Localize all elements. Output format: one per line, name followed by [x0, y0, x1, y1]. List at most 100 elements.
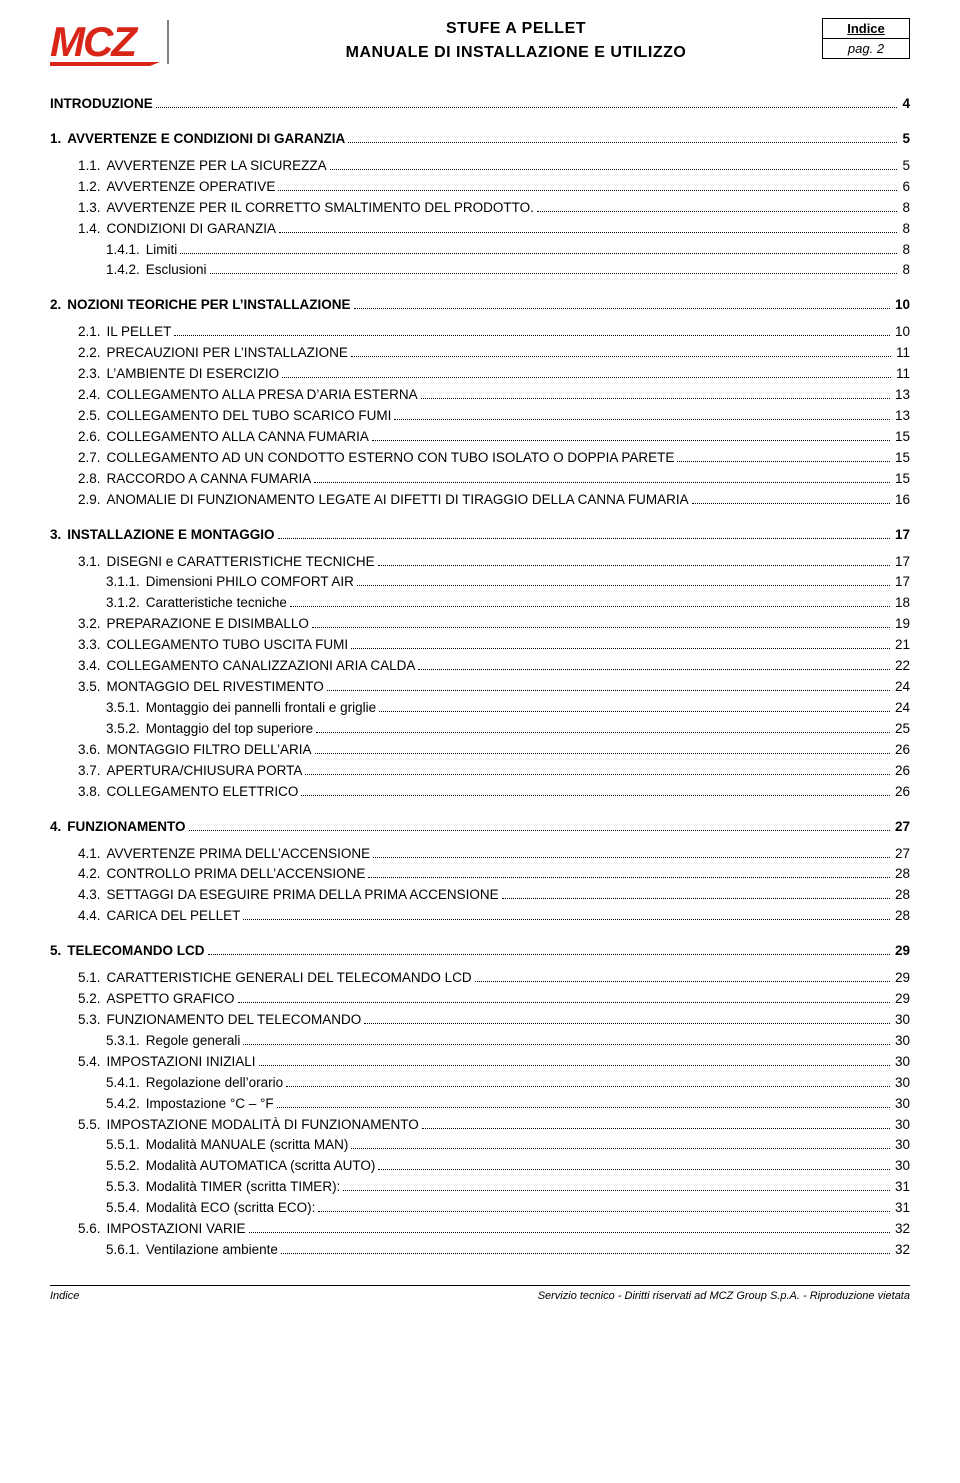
toc-entry: 4.3.SETTAGGI DA ESEGUIRE PRIMA DELLA PRI…: [78, 885, 910, 906]
toc-entry-title: INTRODUZIONE: [50, 94, 153, 115]
toc-entry-number: 3.7.: [78, 761, 107, 782]
toc-entry-title: COLLEGAMENTO DEL TUBO SCARICO FUMI: [107, 406, 392, 427]
doc-title-line2: MANUALE DI INSTALLAZIONE E UTILIZZO: [220, 44, 812, 62]
toc-entry-page: 24: [893, 698, 910, 719]
toc-entry-page: 26: [893, 761, 910, 782]
toc-entry: 4.2.CONTROLLO PRIMA DELL’ACCENSIONE28: [78, 864, 910, 885]
toc-entry: 5.2.ASPETTO GRAFICO29: [78, 989, 910, 1010]
header-box-label: Indice: [823, 19, 909, 39]
toc-entry-page: 32: [893, 1240, 910, 1261]
toc-entry-number: 1.4.1.: [106, 240, 146, 261]
toc-leader-dots: [316, 732, 890, 733]
toc-leader-dots: [373, 857, 890, 858]
toc-entry-number: 3.4.: [78, 656, 107, 677]
toc-entry-number: 1.4.2.: [106, 260, 146, 281]
toc-entry-page: 30: [893, 1135, 910, 1156]
toc-entry-title: NOZIONI TEORICHE PER L’INSTALLAZIONE: [67, 295, 350, 316]
toc-entry: 1.4.1.Limiti8: [106, 240, 910, 261]
toc-entry: 5.4.2.Impostazione °C – °F30: [106, 1094, 910, 1115]
toc-entry-number: 5.6.: [78, 1219, 107, 1240]
toc-leader-dots: [210, 273, 898, 274]
toc-leader-dots: [315, 753, 890, 754]
page-footer: Indice Servizio tecnico - Diritti riserv…: [50, 1285, 910, 1302]
toc-entry-page: 28: [893, 906, 910, 927]
toc-leader-dots: [156, 107, 898, 108]
toc-entry: 5.5.3.Modalità TIMER (scritta TIMER):31: [106, 1177, 910, 1198]
toc-entry-title: CONDIZIONI DI GARANZIA: [107, 219, 277, 240]
toc-entry: 3.6.MONTAGGIO FILTRO DELL’ARIA26: [78, 740, 910, 761]
footer-left: Indice: [50, 1290, 79, 1302]
toc-leader-dots: [301, 795, 890, 796]
toc-entry-number: 3.1.2.: [106, 593, 146, 614]
toc-entry-title: ASPETTO GRAFICO: [107, 989, 235, 1010]
toc-leader-dots: [290, 606, 890, 607]
toc-leader-dots: [677, 461, 890, 462]
toc-entry: 2.2.PRECAUZIONI PER L’INSTALLAZIONE11: [78, 343, 910, 364]
toc-entry-number: 2.3.: [78, 364, 107, 385]
toc-entry: 4.1.AVVERTENZE PRIMA DELL’ACCENSIONE27: [78, 844, 910, 865]
toc-entry-title: Regole generali: [146, 1031, 241, 1052]
toc-leader-dots: [327, 690, 890, 691]
toc-entry-title: Montaggio dei pannelli frontali e grigli…: [146, 698, 376, 719]
toc-leader-dots: [378, 565, 890, 566]
toc-entry-number: 3.5.1.: [106, 698, 146, 719]
toc-entry-page: 22: [893, 656, 910, 677]
toc-leader-dots: [259, 1065, 890, 1066]
toc-entry-number: 3.2.: [78, 614, 107, 635]
toc-leader-dots: [372, 440, 890, 441]
toc-leader-dots: [348, 142, 897, 143]
toc-entry-number: 3.5.2.: [106, 719, 146, 740]
toc-entry: 3.4.COLLEGAMENTO CANALIZZAZIONI ARIA CAL…: [78, 656, 910, 677]
toc-entry: 3.5.2.Montaggio del top superiore25: [106, 719, 910, 740]
toc-entry-number: 5.3.1.: [106, 1031, 146, 1052]
header-title-block: STUFE A PELLET MANUALE DI INSTALLAZIONE …: [220, 18, 812, 62]
toc-entry: 5.6.1.Ventilazione ambiente32: [106, 1240, 910, 1261]
toc-entry: 3.3.COLLEGAMENTO TUBO USCITA FUMI21: [78, 635, 910, 656]
toc-leader-dots: [243, 919, 890, 920]
toc-entry-number: 3.5.: [78, 677, 107, 698]
toc-entry-page: 8: [900, 198, 910, 219]
toc-entry-number: 4.3.: [78, 885, 107, 906]
toc-entry-title: COLLEGAMENTO AD UN CONDOTTO ESTERNO CON …: [107, 448, 675, 469]
footer-right: Servizio tecnico - Diritti riservati ad …: [538, 1290, 910, 1302]
toc-entry: 5.6.IMPOSTAZIONI VARIE32: [78, 1219, 910, 1240]
toc-entry-number: 5.5.3.: [106, 1177, 146, 1198]
toc-leader-dots: [343, 1190, 890, 1191]
toc-entry-title: AVVERTENZE OPERATIVE: [107, 177, 276, 198]
toc-entry-number: 2.8.: [78, 469, 107, 490]
toc-entry-page: 10: [893, 295, 910, 316]
toc-leader-dots: [351, 648, 890, 649]
toc-entry-number: 5.5.2.: [106, 1156, 146, 1177]
toc-entry: 1.3.AVVERTENZE PER IL CORRETTO SMALTIMEN…: [78, 198, 910, 219]
toc-entry-title: Modalità ECO (scritta ECO):: [146, 1198, 316, 1219]
toc-entry-number: 2.2.: [78, 343, 107, 364]
toc-entry-page: 5: [900, 129, 910, 150]
toc-entry-title: MONTAGGIO DEL RIVESTIMENTO: [107, 677, 324, 698]
toc-entry: 5.5.4.Modalità ECO (scritta ECO):31: [106, 1198, 910, 1219]
toc-leader-dots: [330, 169, 898, 170]
toc-leader-dots: [475, 981, 890, 982]
toc-entry-page: 13: [893, 385, 910, 406]
toc-entry: 5.5.2.Modalità AUTOMATICA (scritta AUTO)…: [106, 1156, 910, 1177]
toc-leader-dots: [279, 232, 897, 233]
toc-entry-page: 16: [893, 490, 910, 511]
toc-leader-dots: [281, 1253, 890, 1254]
toc-entry: 5.4.IMPOSTAZIONI INIZIALI30: [78, 1052, 910, 1073]
toc-entry-number: 5.5.1.: [106, 1135, 146, 1156]
toc-entry-page: 8: [900, 219, 910, 240]
toc-entry-title: FUNZIONAMENTO DEL TELECOMANDO: [107, 1010, 362, 1031]
toc-entry: 5.TELECOMANDO LCD29: [50, 941, 910, 962]
toc-entry-page: 25: [893, 719, 910, 740]
toc-leader-dots: [249, 1232, 890, 1233]
toc-entry-page: 15: [893, 427, 910, 448]
toc-entry-page: 30: [893, 1010, 910, 1031]
toc-entry-page: 5: [900, 156, 910, 177]
toc-entry-number: 5.: [50, 941, 67, 962]
toc-entry-title: AVVERTENZE PER IL CORRETTO SMALTIMENTO D…: [107, 198, 534, 219]
toc-entry-page: 30: [893, 1115, 910, 1136]
toc-entry: 3.1.2.Caratteristiche tecniche18: [106, 593, 910, 614]
toc-entry-number: 1.3.: [78, 198, 107, 219]
toc-entry-number: 2.7.: [78, 448, 107, 469]
toc-entry: 5.3.1.Regole generali30: [106, 1031, 910, 1052]
toc-entry: 3.5.MONTAGGIO DEL RIVESTIMENTO24: [78, 677, 910, 698]
